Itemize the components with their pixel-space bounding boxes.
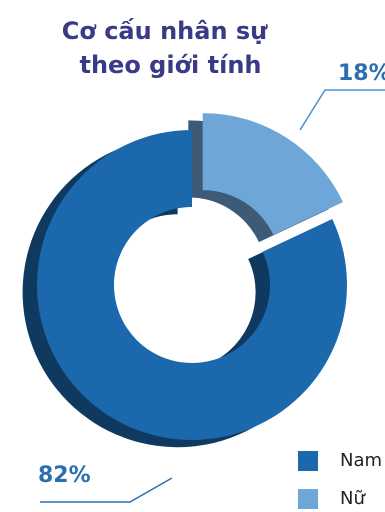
data-label-nam: 82% — [38, 463, 91, 488]
legend-label-nam: Nam — [340, 450, 383, 471]
slice-n — [202, 113, 343, 235]
chart-title-line-2: theo giới tính — [79, 51, 262, 79]
slices-group — [22, 113, 347, 448]
chart-title: Cơ cấu nhân sự theo giới tính — [0, 14, 385, 82]
leader-line-nu — [299, 89, 385, 131]
slice-nam — [37, 130, 347, 440]
chart-title-line-1: Cơ cấu nhân sự — [61, 17, 268, 45]
legend-swatch-nu — [298, 489, 318, 509]
leader-line-nam — [40, 477, 173, 503]
legend-swatch-nam — [298, 451, 318, 471]
data-label-nu: 18% — [338, 61, 385, 86]
legend-label-nu: Nữ — [340, 488, 365, 509]
